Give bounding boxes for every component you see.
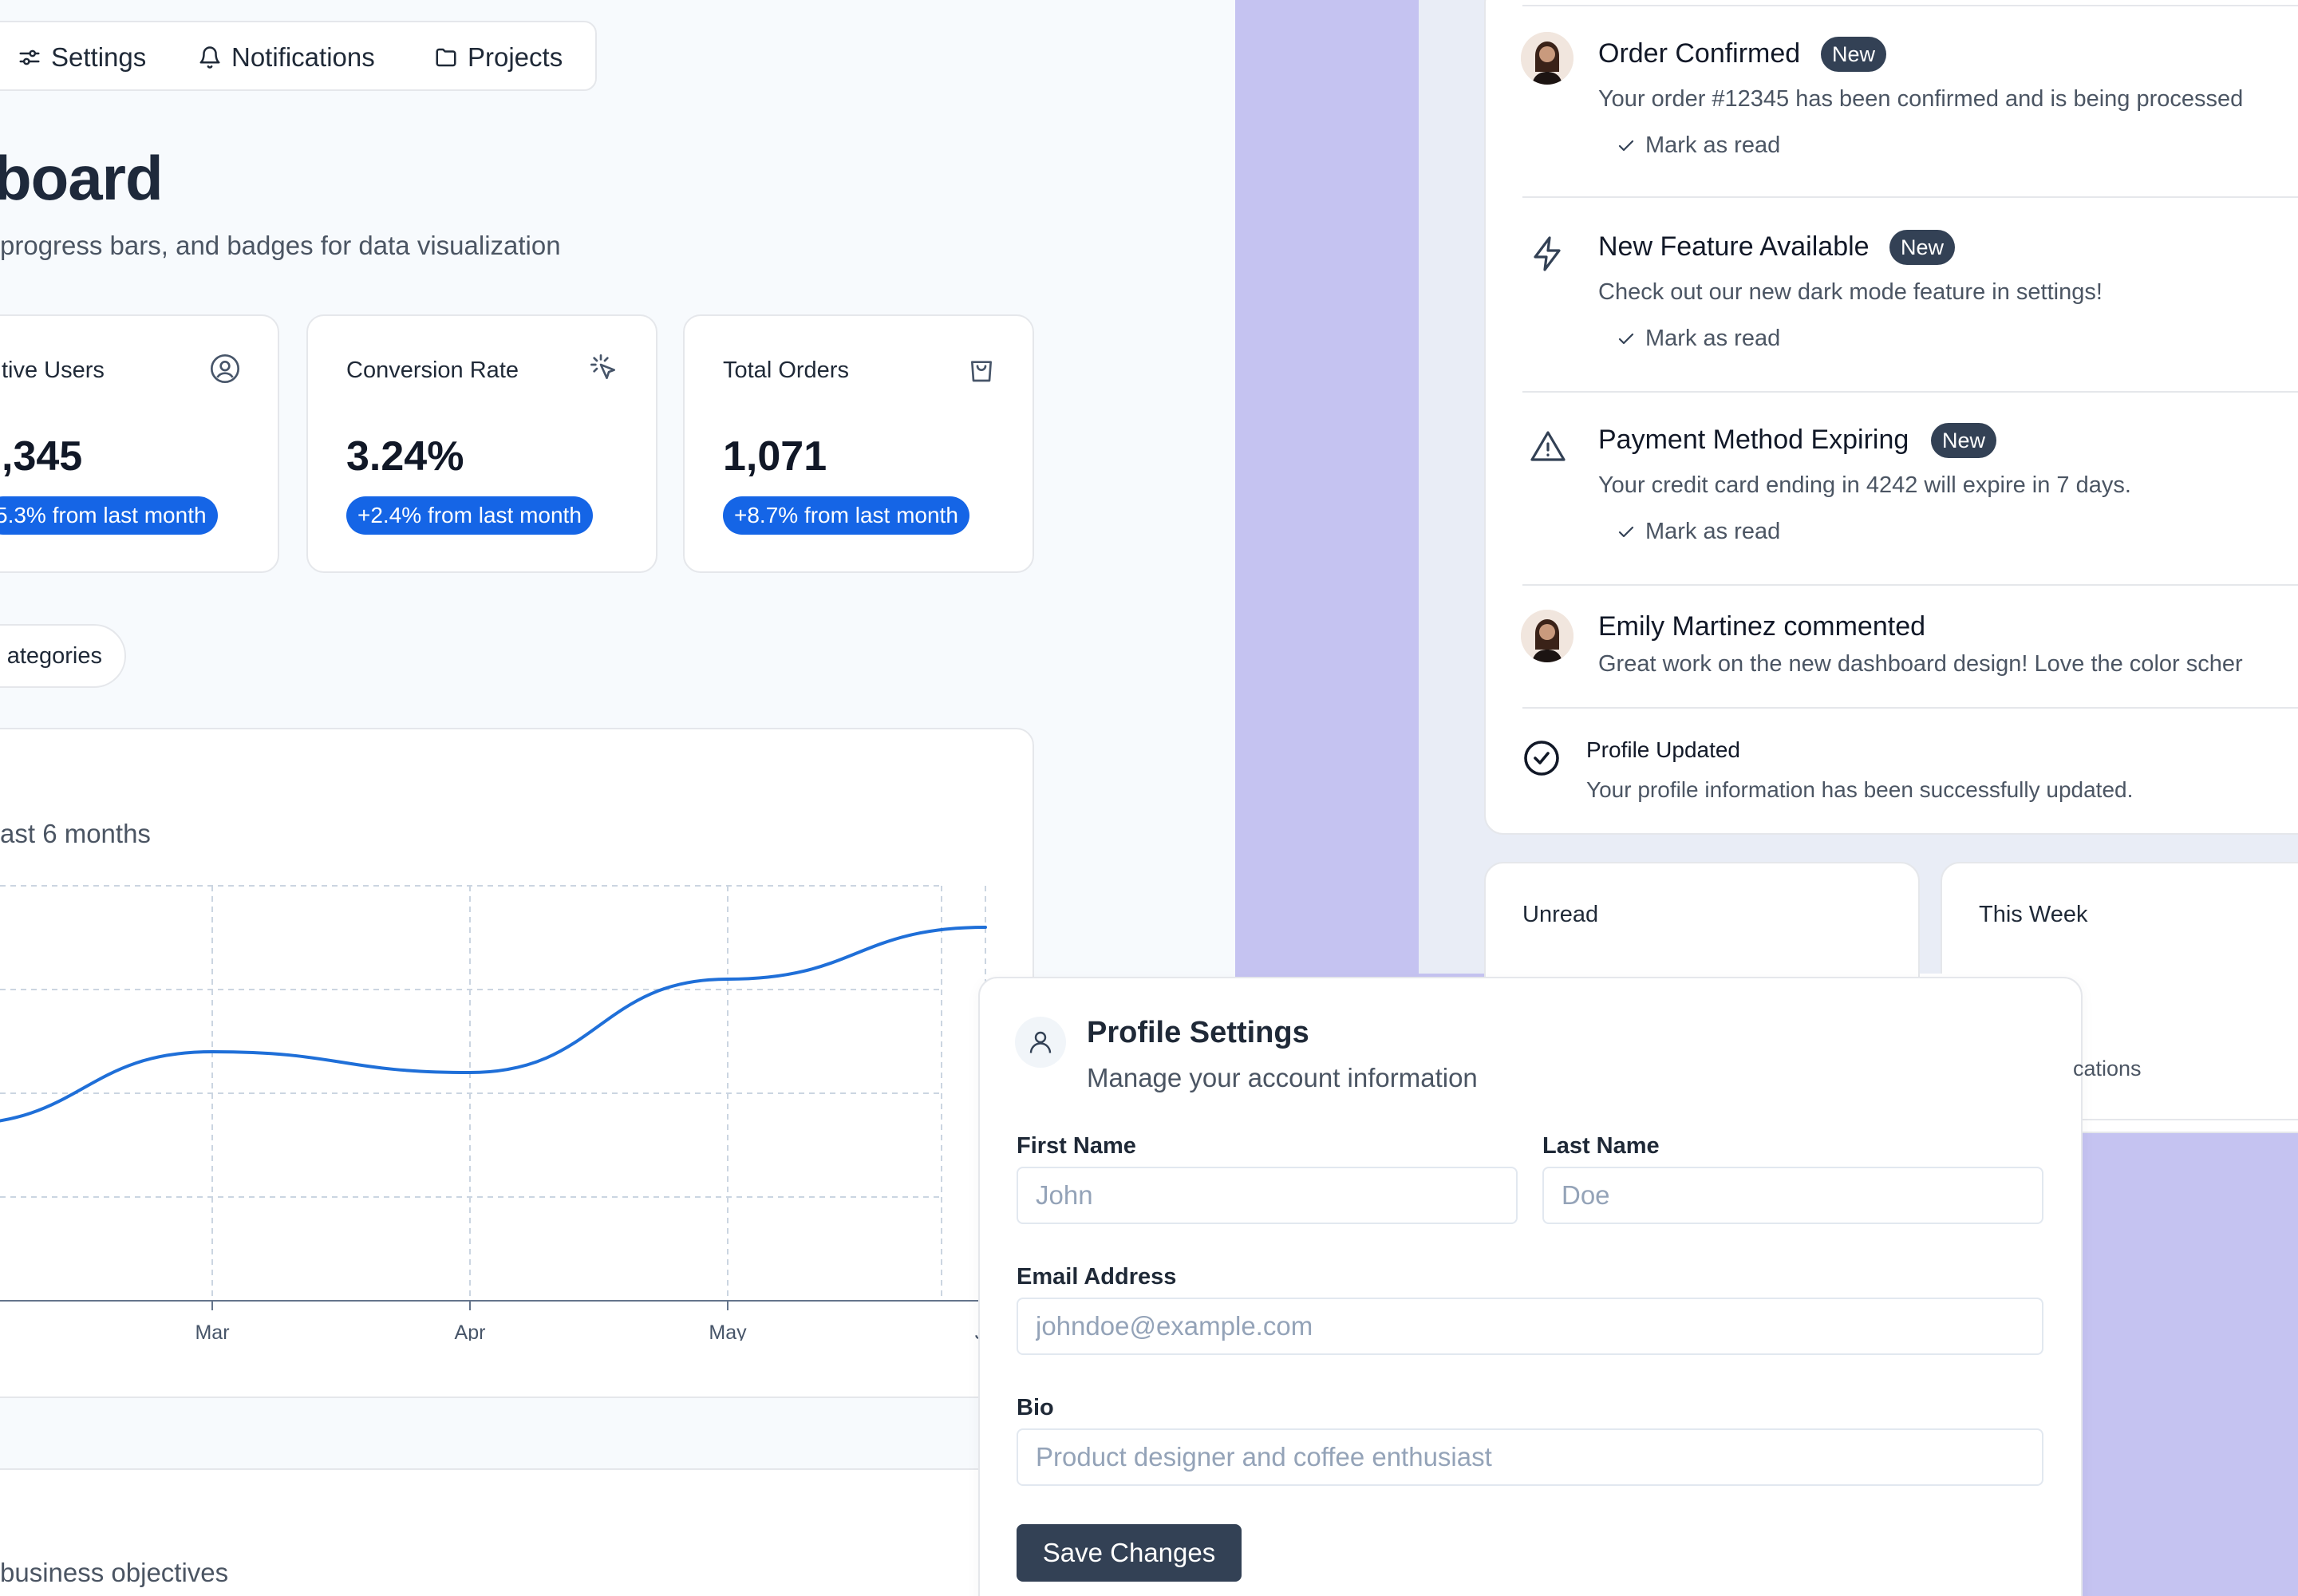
stat-label: Conversion Rate: [346, 358, 519, 383]
email-input[interactable]: [1017, 1298, 2043, 1355]
bio-input[interactable]: [1017, 1428, 2043, 1486]
chart-description: ast 6 months: [0, 819, 151, 848]
notification-title: Profile Updated: [1586, 737, 1741, 762]
avatar: [1521, 32, 1573, 85]
check-icon: [1618, 333, 1634, 344]
pointer-click-icon: [590, 354, 615, 379]
lightning-icon: [1534, 236, 1561, 271]
x-tick-label: Apr: [455, 1321, 486, 1341]
divider: [1522, 391, 2298, 393]
new-badge: New: [1889, 230, 1956, 265]
avatar: [1521, 610, 1573, 662]
stat-label: Total Orders: [723, 358, 849, 383]
notification-title: Order Confirmed: [1598, 38, 1801, 69]
stat-card-conversion-rate: Conversion Rate 3.24% +2.4% from last mo…: [306, 314, 657, 573]
check-icon: [1618, 140, 1634, 151]
summary-label: Unread: [1522, 902, 1599, 927]
nav-item-projects[interactable]: Projects: [434, 22, 563, 93]
objectives-description: business objectives: [0, 1558, 229, 1587]
notification-text: Check out our new dark mode feature in s…: [1598, 279, 2103, 305]
divider: [1522, 584, 2298, 586]
bell-icon: [199, 46, 220, 69]
profile-subtitle: Manage your account information: [1087, 1063, 1478, 1092]
section-divider: [0, 1398, 1037, 1470]
stat-badge: +2.4% from last month: [346, 496, 593, 535]
objectives-card: [0, 1468, 1034, 1596]
notification-text: Your credit card ending in 4242 will exp…: [1598, 472, 2131, 498]
check-icon: [1618, 526, 1634, 537]
first-name-input[interactable]: [1017, 1167, 1518, 1224]
summary-label: This Week: [1979, 902, 2088, 927]
profile-title: Profile Settings: [1087, 1016, 1309, 1049]
divider: [1522, 196, 2298, 198]
stat-value: 3.24%: [346, 433, 464, 480]
mark-as-read-button[interactable]: Mark as read: [1617, 519, 1780, 545]
stat-value: 1,071: [723, 433, 827, 480]
top-nav: Settings Notifications Projects: [0, 21, 597, 91]
series-line: [0, 926, 987, 1123]
user-circle-icon: [211, 354, 239, 383]
last-name-input[interactable]: [1542, 1167, 2043, 1224]
mark-as-read-button[interactable]: Mark as read: [1617, 326, 1780, 352]
line-chart: MarAprMayJu: [0, 885, 1013, 1341]
mark-as-read-label: Mark as read: [1645, 326, 1781, 351]
mark-as-read-label: Mark as read: [1645, 519, 1781, 544]
save-changes-button[interactable]: Save Changes: [1017, 1524, 1242, 1582]
sliders-icon: [19, 49, 40, 65]
mark-as-read-button[interactable]: Mark as read: [1617, 132, 1780, 159]
mark-as-read-label: Mark as read: [1645, 132, 1781, 158]
nav-item-settings[interactable]: Settings: [18, 22, 146, 93]
chart-card: [0, 728, 1034, 1398]
avatar-image: [1521, 610, 1573, 662]
notification-text: Your order #12345 has been confirmed and…: [1598, 86, 2244, 112]
x-tick-label: Mar: [195, 1321, 229, 1341]
avatar-image: [1521, 32, 1573, 85]
summary-caption: cations: [2073, 1057, 2142, 1080]
check-circle-icon: [1524, 741, 1559, 776]
stat-badge: +8.7% from last month: [723, 496, 969, 535]
divider: [1522, 707, 2298, 709]
profile-settings-card: [978, 977, 2083, 1596]
dashboard-panel: Settings Notifications Projects board pr…: [0, 0, 1235, 1596]
categories-tab[interactable]: ategories: [0, 624, 126, 688]
nav-item-label: Projects: [468, 42, 563, 72]
nav-item-label: Settings: [51, 42, 147, 72]
last-name-label: Last Name: [1542, 1133, 1660, 1159]
email-label: Email Address: [1017, 1264, 1177, 1290]
notification-text: Your profile information has been succes…: [1586, 777, 2134, 802]
stat-value: ,345: [2, 433, 83, 480]
new-badge: New: [1821, 37, 1887, 72]
notifications-list: [1484, 0, 2298, 835]
page-subtitle: progress bars, and badges for data visua…: [0, 231, 561, 260]
notification-title: New Feature Available: [1598, 231, 1870, 262]
profile-icon: [1015, 1017, 1066, 1068]
shopping-bag-icon: [971, 361, 992, 382]
warning-icon: [1530, 431, 1566, 461]
first-name-label: First Name: [1017, 1133, 1136, 1159]
user-icon: [1029, 1031, 1052, 1053]
bio-label: Bio: [1017, 1395, 1054, 1420]
nav-item-notifications[interactable]: Notifications: [198, 22, 375, 93]
stat-label: tive Users: [2, 358, 105, 383]
folder-icon: [436, 48, 456, 67]
stat-badge: 5.3% from last month: [0, 496, 218, 535]
stat-card-active-users: tive Users ,345 5.3% from last month: [0, 314, 279, 573]
stat-card-total-orders: Total Orders 1,071 +8.7% from last month: [683, 314, 1034, 573]
new-badge: New: [1931, 423, 1997, 458]
notification-text: Great work on the new dashboard design! …: [1598, 651, 2243, 677]
divider: [1522, 5, 2298, 6]
page-title: board: [0, 143, 164, 213]
notification-title: Emily Martinez commented: [1598, 611, 1926, 642]
nav-item-label: Notifications: [231, 42, 375, 72]
notification-title: Payment Method Expiring: [1598, 425, 1909, 455]
x-tick-label: May: [709, 1321, 747, 1341]
